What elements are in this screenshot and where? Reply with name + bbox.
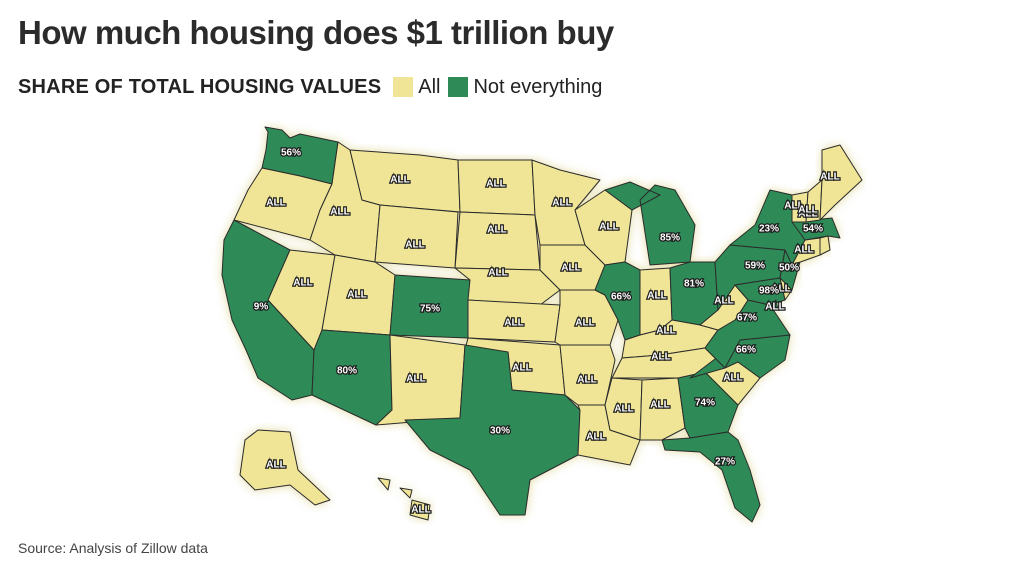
state-me (819, 144, 863, 221)
state-label-va: 67% (737, 313, 757, 324)
state-label-ok: ALL (512, 363, 531, 374)
state-ri (819, 235, 831, 256)
state-tx (404, 344, 581, 516)
legend-item-partial: Not everything (473, 75, 603, 98)
state-ak (239, 429, 331, 506)
state-label-tx: 30% (490, 426, 510, 437)
state-label-ak: ALL (266, 460, 285, 471)
state-label-ky: ALL (656, 326, 675, 337)
legend: SHARE OF TOTAL HOUSING VALUES All Not ev… (18, 73, 610, 101)
state-mi (604, 181, 696, 266)
state-label-nh: ALL (798, 205, 817, 216)
state-label-de: ALL (771, 284, 790, 295)
state-label-vt: ALL (784, 201, 803, 212)
legend-swatch-all (393, 77, 414, 97)
state-label-hi: ALL (411, 505, 430, 516)
state-dc (769, 299, 779, 311)
legend-swatch-partial (448, 77, 469, 97)
state-label-pa: 59% (745, 261, 765, 272)
state-ma (791, 217, 841, 241)
legend-item-all: All (418, 75, 441, 98)
state-label-wy: ALL (405, 240, 424, 251)
state-label-al: ALL (650, 400, 669, 411)
state-label-nm: ALL (406, 374, 425, 385)
state-label-md: 98% (759, 286, 779, 297)
state-label-me: ALL (820, 172, 839, 183)
state-sd (454, 211, 541, 271)
state-label-sc: ALL (723, 373, 742, 384)
state-label-co: 75% (420, 304, 440, 315)
state-label-fl: 27% (715, 457, 735, 468)
state-label-tn: ALL (651, 352, 670, 363)
state-az (311, 329, 393, 426)
state-label-la: ALL (586, 432, 605, 443)
state-wy (374, 204, 459, 269)
state-hi (377, 477, 431, 521)
state-label-ks: ALL (504, 318, 523, 329)
state-al (639, 377, 686, 441)
state-label-ri: ALL (798, 209, 817, 220)
state-label-az: 80% (337, 366, 357, 377)
state-label-id: ALL (330, 207, 349, 218)
state-label-ia: ALL (561, 263, 580, 274)
state-label-in: ALL (647, 291, 666, 302)
state-label-ct: ALL (794, 245, 813, 256)
state-label-wv: ALL (714, 296, 733, 307)
state-label-sd: ALL (487, 225, 506, 236)
state-md (734, 277, 786, 306)
state-label-nc: 66% (736, 345, 756, 356)
state-label-ut: ALL (347, 290, 366, 301)
state-label-or: ALL (266, 198, 285, 209)
state-label-ma: 54% (803, 224, 823, 235)
state-label-nv: ALL (293, 278, 312, 289)
state-label-nj: 50% (779, 263, 799, 274)
state-label-nd: ALL (486, 179, 505, 190)
legend-label: SHARE OF TOTAL HOUSING VALUES (18, 75, 382, 98)
state-label-mo: ALL (575, 318, 594, 329)
state-nj (779, 249, 801, 291)
state-label-oh: 81% (684, 279, 704, 290)
state-label-mn: ALL (552, 198, 571, 209)
state-label-il: 66% (611, 292, 631, 303)
state-label-ca: 9% (254, 302, 269, 313)
state-label-ar: ALL (577, 375, 596, 386)
source-note: Source: Analysis of Zillow data (18, 540, 208, 556)
state-label-ga: 74% (695, 398, 715, 409)
state-label-ny: 23% (759, 224, 779, 235)
state-label-mt: ALL (390, 175, 409, 186)
chart-title: How much housing does $1 trillion buy (18, 14, 614, 51)
state-fl (661, 431, 761, 523)
state-label-wi: ALL (599, 222, 618, 233)
state-label-wa: 56% (281, 148, 301, 159)
state-label-ne: ALL (488, 268, 507, 279)
state-label-mi: 85% (660, 233, 680, 244)
state-label-ms: ALL (614, 404, 633, 415)
state-label-dc: ALL (765, 302, 784, 313)
